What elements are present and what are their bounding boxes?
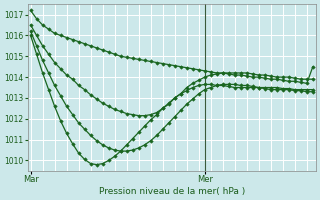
X-axis label: Pression niveau de la mer( hPa ): Pression niveau de la mer( hPa ) — [99, 187, 245, 196]
